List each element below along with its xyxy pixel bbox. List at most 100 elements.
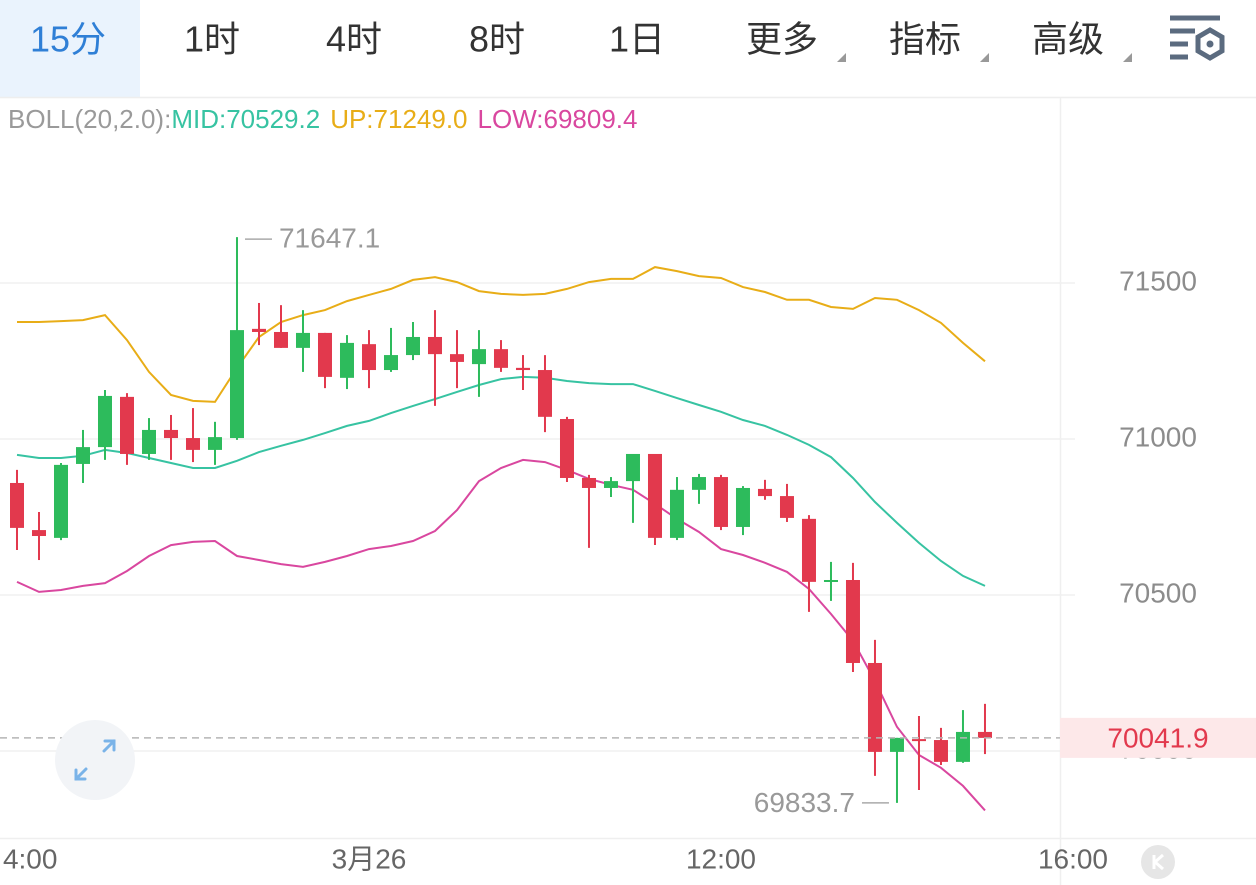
candle-body xyxy=(955,731,970,762)
x-tick-label: 4:00 xyxy=(3,843,58,874)
boll-line xyxy=(16,375,986,587)
y-tick-label: 71000 xyxy=(1119,421,1197,452)
high-label: 71647.1 xyxy=(279,222,380,253)
dropdown-caret[interactable] xyxy=(837,53,846,62)
candle-body xyxy=(669,489,684,538)
toolbar: 15分 1时 4时 8时 1日 更多 指标 高级 xyxy=(0,0,1225,97)
candle-body xyxy=(251,328,266,332)
settings-icon-gear[interactable] xyxy=(1195,27,1225,61)
candle-body xyxy=(691,477,706,490)
overlay: 71647.1 69833.7 70041.9 xyxy=(0,222,1256,818)
tab[interactable]: 1日 xyxy=(609,19,665,60)
candle-body xyxy=(361,344,376,371)
candle-body xyxy=(889,737,904,752)
candle-body xyxy=(713,477,728,527)
legend-entry: MID:70529.2 xyxy=(171,104,320,134)
tab[interactable]: 4时 xyxy=(326,19,382,60)
y-tick-label: 70500 xyxy=(1119,577,1197,608)
candle-body xyxy=(31,530,46,537)
tab-label[interactable]: 高级 xyxy=(1032,19,1104,60)
candle-body xyxy=(427,336,442,355)
candle-body xyxy=(273,331,288,348)
candle-body xyxy=(977,731,992,738)
low-label: 69833.7 xyxy=(754,787,855,818)
candle-body xyxy=(867,662,882,752)
candle-body xyxy=(405,336,420,356)
candle-body xyxy=(779,496,794,518)
candle-body xyxy=(295,332,310,348)
expand-icon[interactable] xyxy=(74,739,116,781)
candle-body xyxy=(53,464,68,538)
plot xyxy=(9,237,992,812)
candle-body xyxy=(317,332,332,377)
candle-body xyxy=(97,395,112,448)
last-price-label: 70041.9 xyxy=(1107,722,1208,753)
candle-body xyxy=(581,477,596,488)
candle-body xyxy=(229,330,244,439)
candle-body xyxy=(141,429,156,454)
tab[interactable]: 15分 xyxy=(0,0,140,97)
x-axis: 4:00 3月26 12:00 16:00 xyxy=(3,843,1108,874)
candle-body xyxy=(515,367,530,371)
legend-entry: LOW:69809.4 xyxy=(478,104,638,134)
tab-label[interactable]: 4时 xyxy=(326,19,382,60)
boll-line xyxy=(16,458,986,812)
candle-body xyxy=(339,342,354,378)
candle-body xyxy=(933,740,948,762)
k-icon[interactable] xyxy=(1152,853,1164,871)
last-price-tag xyxy=(1060,717,1256,758)
candle-body xyxy=(911,739,926,742)
candle-body xyxy=(537,370,552,417)
candle-body xyxy=(823,579,838,582)
settings-icon-lines[interactable] xyxy=(1170,15,1220,60)
candle-body xyxy=(449,354,464,362)
tab-label[interactable]: 8时 xyxy=(469,19,525,60)
tab-highlight[interactable] xyxy=(0,0,140,97)
tab-label[interactable]: 15分 xyxy=(30,19,106,60)
candle-body xyxy=(647,453,662,538)
expand-button[interactable] xyxy=(55,720,135,800)
candle-body xyxy=(735,487,750,527)
settings-icon[interactable] xyxy=(1170,15,1225,61)
dropdown-caret[interactable] xyxy=(1123,53,1132,62)
x-tick-label: 12:00 xyxy=(686,843,756,874)
boll-line xyxy=(17,266,986,403)
x-tick-label: 3月26 xyxy=(332,843,407,874)
tab[interactable]: 高级 xyxy=(1032,19,1132,62)
legend-text: BOLL(20,2.0):MID:70529.2 UP:71249.0 LOW:69… xyxy=(8,104,637,134)
candle-body xyxy=(801,518,816,582)
candle-body xyxy=(185,438,200,450)
tab-label[interactable]: 1时 xyxy=(184,19,240,60)
tab[interactable]: 1时 xyxy=(184,19,240,60)
k-button-bg[interactable] xyxy=(1141,845,1175,879)
legend: BOLL(20,2.0):MID:70529.2 UP:71249.0 LOW:69… xyxy=(8,104,637,134)
tab-label[interactable]: 1日 xyxy=(609,19,665,60)
candle-body xyxy=(493,349,508,368)
candle-body xyxy=(845,579,860,663)
candle-body xyxy=(119,396,134,454)
candle-body xyxy=(625,453,640,482)
dropdown-caret[interactable] xyxy=(980,53,989,62)
tab[interactable]: 8时 xyxy=(469,19,525,60)
k-button[interactable] xyxy=(1141,845,1175,879)
candle-body xyxy=(207,437,222,450)
candle-body xyxy=(471,349,486,365)
tab[interactable]: 指标 xyxy=(889,19,989,62)
tab-label[interactable]: 更多 xyxy=(746,19,818,60)
legend-entry: UP:71249.0 xyxy=(330,104,467,134)
tab-label[interactable]: 指标 xyxy=(889,19,961,60)
settings-icon-hole[interactable] xyxy=(1206,40,1214,48)
x-tick-label: 16:00 xyxy=(1038,843,1108,874)
candle-body xyxy=(603,481,618,488)
candle-body xyxy=(559,419,574,478)
y-tick-label: 71500 xyxy=(1119,265,1197,296)
tab[interactable]: 更多 xyxy=(746,19,846,62)
candle-body xyxy=(757,488,772,497)
expand-button-bg[interactable] xyxy=(55,720,135,800)
indicator-label: BOLL(20,2.0): xyxy=(8,104,171,134)
candle-body xyxy=(9,482,24,528)
candle-body xyxy=(75,447,90,464)
candle-body xyxy=(163,429,178,439)
candle-body xyxy=(383,355,398,371)
